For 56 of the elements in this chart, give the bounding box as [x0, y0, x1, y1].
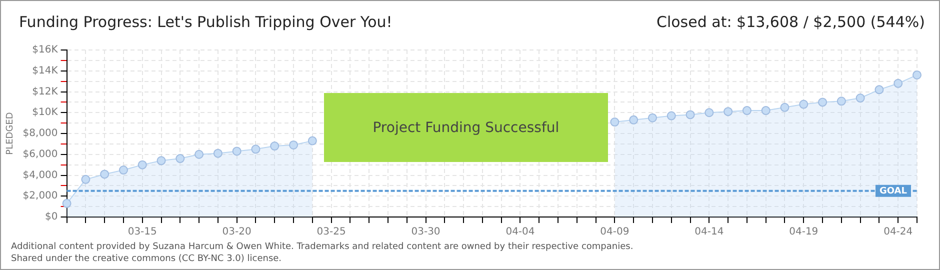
y-tick-label: $2,000	[22, 190, 58, 202]
x-tick-label: 04-04	[506, 226, 535, 238]
y-tick-label: $16K	[32, 44, 58, 56]
point	[194, 150, 204, 159]
point	[724, 107, 733, 116]
y-tick-label: $4,000	[22, 170, 58, 181]
text: Shared under the creative commons (CC BY-NC 3.0) license.	[11, 253, 283, 265]
x-tick-label: 04-19	[789, 226, 818, 238]
point	[874, 85, 884, 94]
point	[138, 160, 147, 170]
point	[81, 174, 90, 184]
point	[912, 70, 922, 80]
point	[780, 102, 790, 112]
point	[742, 106, 752, 116]
point	[836, 96, 846, 106]
x-tick-label: 04-09	[600, 226, 630, 238]
point	[289, 140, 298, 150]
y-axis-title: PLEDGED	[6, 112, 16, 155]
point	[894, 78, 903, 88]
point	[213, 148, 222, 158]
y-tick-label: $8,000	[22, 128, 58, 140]
x-tick-label: 04-24	[884, 226, 913, 238]
y-tick-label: $6,000	[22, 148, 58, 160]
x-tick-label: 03-20	[222, 226, 252, 238]
point	[308, 136, 317, 146]
point	[100, 170, 110, 179]
point	[232, 146, 242, 156]
point	[176, 154, 185, 164]
point	[62, 198, 72, 208]
y-tick-label: $14K	[32, 65, 58, 76]
point	[156, 156, 166, 166]
point	[818, 98, 828, 107]
x-tick-label: 03-30	[411, 226, 440, 238]
point	[648, 113, 657, 122]
point	[270, 142, 280, 151]
ref-line-label: GOAL	[880, 186, 908, 196]
point	[666, 111, 676, 120]
y-tick-label: $12K	[32, 86, 58, 98]
point	[610, 118, 620, 127]
y-tick-label: $10K	[32, 107, 58, 118]
point	[704, 108, 714, 118]
point	[629, 115, 638, 124]
point	[799, 100, 808, 109]
chart-subtitle: Closed at: $13,608 / $2,500 (544%)	[656, 13, 925, 33]
chart-title: Funding Progress: Let's Publish Tripping Over You!	[19, 13, 392, 33]
point	[118, 166, 128, 175]
point	[761, 106, 770, 116]
y-tick-label: $0	[45, 212, 58, 223]
x-tick-label: 03-25	[316, 226, 346, 238]
x-tick-label: 04-14	[694, 226, 724, 238]
point	[856, 94, 865, 103]
x-tick-label: 03-15	[128, 226, 157, 238]
point	[686, 110, 695, 120]
banner: Project Funding Successful	[324, 93, 608, 162]
text: Additional content provided by Suzana Harcum & Owen White. Trademarks and related content are owned by their respective companies.	[11, 241, 634, 253]
point	[251, 144, 260, 154]
